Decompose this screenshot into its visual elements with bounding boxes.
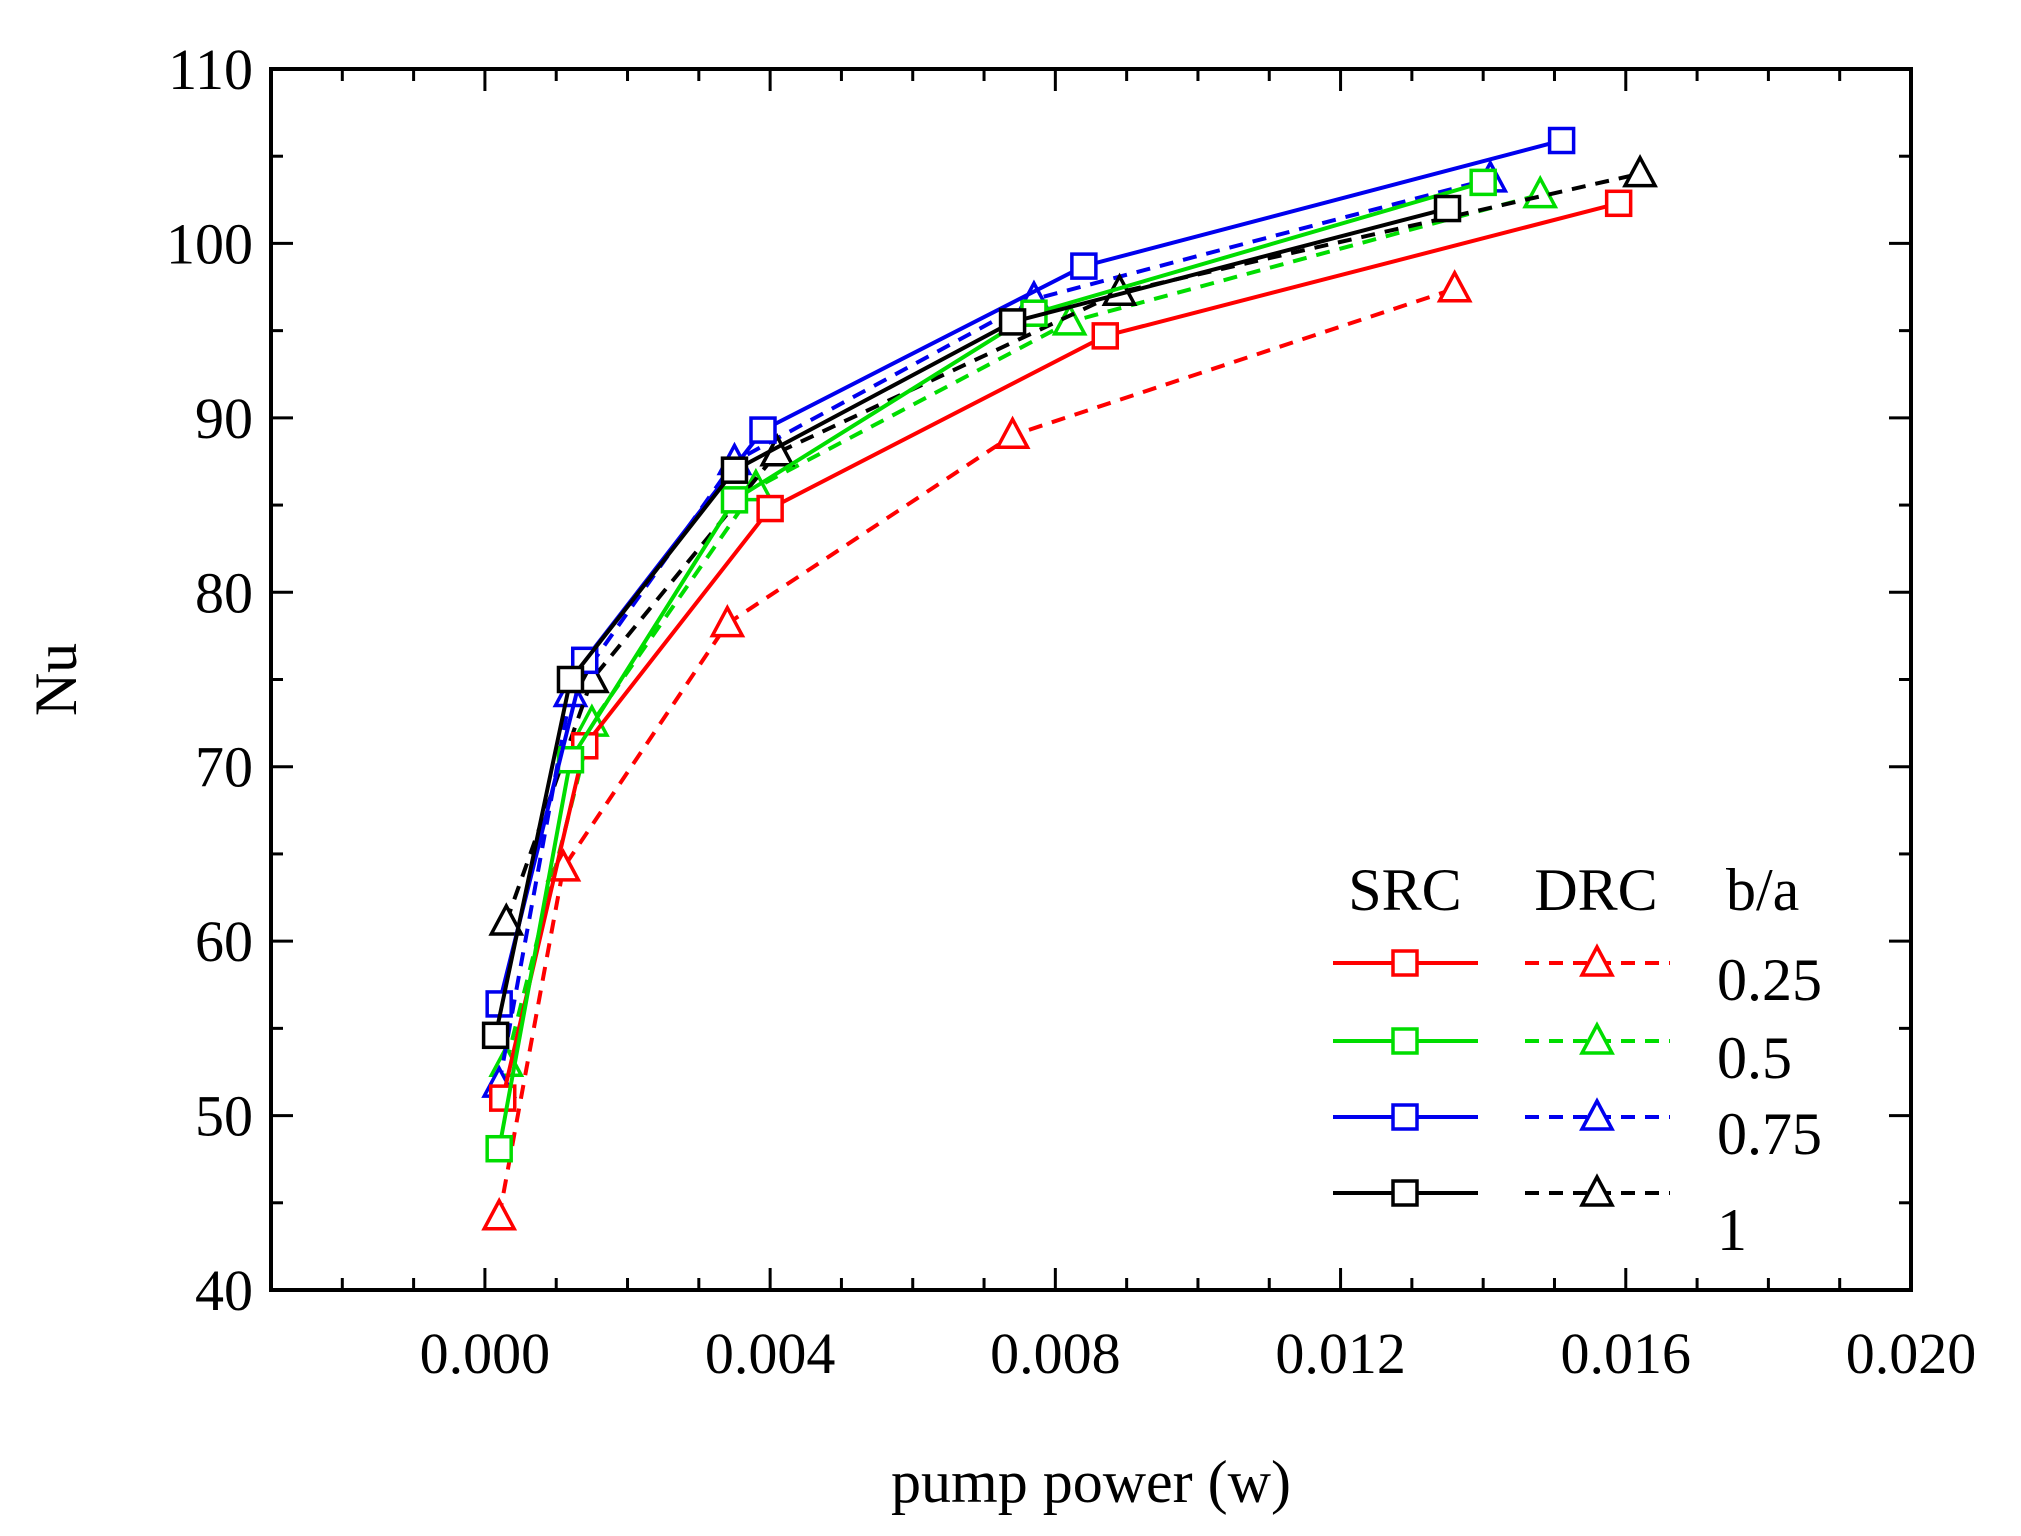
y-tick-label: 70 <box>195 735 253 800</box>
plot-area <box>481 126 1658 1231</box>
series-line <box>493 206 1449 1036</box>
data-point <box>481 1021 510 1050</box>
data-point <box>1436 269 1473 303</box>
data-point <box>1547 126 1576 155</box>
series-src-0.75 <box>485 126 1576 1018</box>
y-tick-labels: 40 50 60 70 80 90 100 110 <box>166 37 253 1323</box>
legend-src-marker <box>1391 949 1419 977</box>
x-axis-title: pump power (w) <box>891 1449 1291 1515</box>
legend-header-src: SRC <box>1348 857 1461 923</box>
data-point <box>573 659 610 694</box>
data-point <box>481 1197 518 1231</box>
legend-src-marker <box>1391 1179 1419 1207</box>
series-line <box>504 171 1641 923</box>
data-point <box>1070 252 1098 280</box>
legend: SRC DRC b/a 0.25 0.5 0.75 1 <box>1333 857 1822 1263</box>
y-tick-label: 80 <box>195 560 253 625</box>
legend-header-drc: DRC <box>1534 857 1657 923</box>
data-point <box>485 1134 513 1163</box>
data-point <box>720 486 749 514</box>
plot-frame <box>269 67 1913 1292</box>
y-tick-label: 100 <box>166 211 253 276</box>
data-point <box>994 415 1031 450</box>
legend-row-0.5: 0.5 <box>1333 1021 1792 1091</box>
y-tick-label: 110 <box>168 37 253 102</box>
series-drc-0.25 <box>481 269 1473 1231</box>
x-tick-label: 0.012 <box>1275 1321 1406 1386</box>
legend-ratio-label: 0.25 <box>1717 947 1822 1013</box>
y-tick-label: 60 <box>195 909 253 974</box>
series-drc-0.75 <box>481 159 1509 1098</box>
legend-ratio-label: 0.75 <box>1717 1101 1822 1167</box>
series-src-0.5 <box>485 168 1497 1163</box>
y-tick-label: 40 <box>195 1258 253 1323</box>
legend-drc-marker <box>1579 1097 1615 1131</box>
x-tick-label: 0.008 <box>990 1321 1121 1386</box>
x-tick-label: 0.004 <box>705 1321 836 1386</box>
data-point <box>749 416 777 444</box>
x-tick-label: 0.000 <box>420 1321 551 1386</box>
data-point <box>1469 168 1497 197</box>
series-line <box>497 176 1491 1085</box>
series-src-1 <box>481 194 1462 1050</box>
legend-ratio-label: 0.5 <box>1717 1025 1792 1091</box>
data-point <box>1622 153 1658 188</box>
data-point <box>709 603 746 638</box>
data-point <box>556 745 585 774</box>
data-point <box>1604 189 1633 218</box>
series-line <box>497 286 1456 1218</box>
data-point <box>1091 322 1120 350</box>
y-tick-label: 50 <box>195 1084 253 1149</box>
legend-drc-marker <box>1579 1173 1615 1207</box>
x-tick-labels: 0.000 0.004 0.008 0.012 0.016 0.020 <box>420 1321 1977 1386</box>
data-point <box>720 456 749 484</box>
y-axis-title: Nu <box>23 643 89 716</box>
x-tick-label: 0.016 <box>1561 1321 1692 1386</box>
legend-src-marker <box>1391 1027 1419 1055</box>
data-point <box>488 902 525 936</box>
legend-header-ratio: b/a <box>1726 857 1799 923</box>
x-tick-label: 0.020 <box>1846 1321 1977 1386</box>
y-tick-label: 90 <box>195 386 253 451</box>
data-point <box>756 494 784 523</box>
legend-drc-marker <box>1579 1021 1615 1055</box>
data-point <box>556 665 585 694</box>
legend-drc-marker <box>1579 943 1615 977</box>
legend-src-marker <box>1391 1103 1419 1131</box>
axis-ticks <box>269 67 1913 1292</box>
legend-ratio-label: 1 <box>1717 1197 1747 1263</box>
series-src-0.25 <box>488 189 1633 1112</box>
data-point <box>1433 194 1462 223</box>
data-point <box>998 308 1027 336</box>
legend-row-1: 1 <box>1333 1173 1747 1263</box>
legend-row-0.25: 0.25 <box>1333 943 1822 1013</box>
legend-row-0.75: 0.75 <box>1333 1097 1822 1167</box>
